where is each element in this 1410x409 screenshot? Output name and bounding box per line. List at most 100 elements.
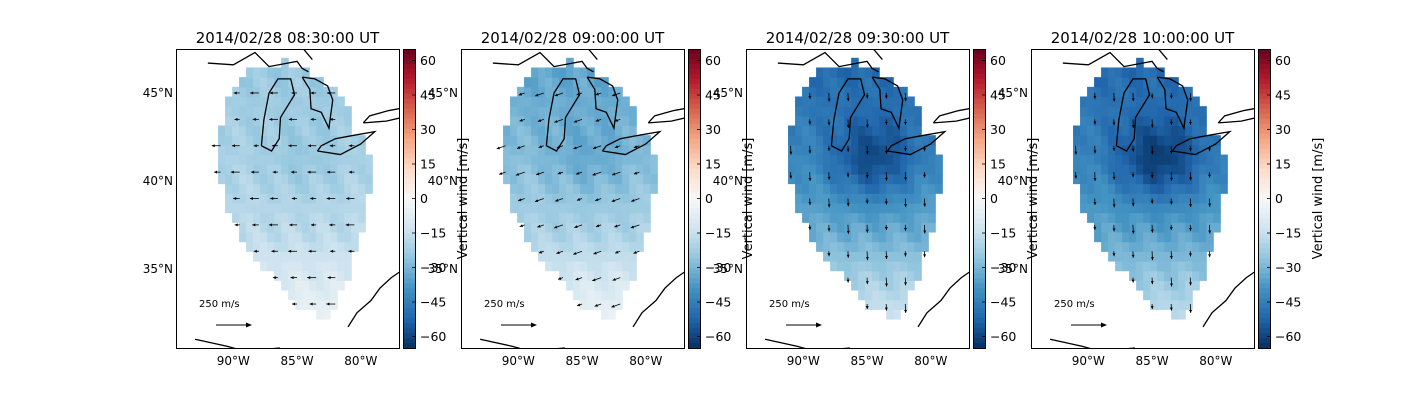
heatmap-cell [1220,154,1228,165]
heatmap-cell [1185,106,1193,117]
heatmap-cell [823,212,831,223]
wind-vector-head [1189,98,1193,102]
heatmap-cell [337,173,345,185]
heatmap-cell [281,86,289,98]
wind-vector-head [1208,203,1212,207]
heatmap-cell [552,154,560,165]
wind-vector-head [1150,281,1154,285]
colorbar-segment [973,228,985,234]
heatmap-cell [914,106,922,117]
wind-vector-head [310,197,314,200]
coastline [632,271,684,328]
heatmap-cell [1213,173,1221,185]
heatmap-cell [323,270,331,281]
heatmap-cell [650,183,658,194]
heatmap-cell [1157,193,1165,204]
heatmap-cell [1178,231,1186,243]
colorbar-segment [403,133,415,140]
coastline [1049,338,1136,348]
heatmap-cell [872,260,880,272]
map-frame [746,49,970,349]
heatmap-cell [1164,115,1172,127]
heatmap-cell [281,212,289,223]
heatmap-cell [344,125,352,136]
heatmap-cell [1199,270,1207,281]
scale-vector-label: 250 m/s [769,299,810,310]
heatmap-cell [650,173,658,185]
colorbar-segment [688,228,700,234]
heatmap-cell [253,164,261,175]
coastlines [764,49,969,348]
heatmap-cell [545,86,553,98]
heatmap-cell [330,125,338,136]
colorbar-segment [973,113,985,120]
heatmap-cell [559,270,567,281]
heatmap-cell [809,96,817,107]
heatmap-cell [879,251,887,262]
heatmap-cell [872,212,880,223]
colorbar-segment [973,218,985,224]
heatmap-cell [844,67,852,78]
heatmap-cell [1206,183,1214,194]
heatmap-cell [274,241,282,252]
colorbar-segment [1258,88,1270,95]
heatmap-cell [615,164,623,175]
heatmap-cell [1087,164,1095,175]
heatmap-cell [580,154,588,165]
wind-vector-head [1150,200,1154,204]
heatmap-cell [531,106,539,117]
heatmap-cell [239,202,247,214]
colorbar-tick-label: −45 [990,295,1016,310]
heatmap-cell [566,260,574,272]
heatmap-cell [594,183,602,194]
lon-tick-label: 80°W [344,354,377,368]
heatmap-cell [288,251,296,262]
heatmap-cell [1080,154,1088,165]
heatmap-cell [316,115,324,127]
heatmap-cell [1108,231,1116,243]
colorbar-segment [688,323,700,329]
wind-vector-head [329,117,333,121]
heatmap-cell [1206,135,1214,146]
colorbar-segment [403,103,415,110]
heatmap-cell [1094,183,1102,194]
colorbar-segment [973,108,985,115]
heatmap-cell [302,135,310,146]
heatmap-cell [837,222,845,233]
wind-vector-head [1150,124,1154,128]
heatmap-cell [1213,202,1221,214]
heatmap-cell [851,86,859,98]
heatmap-cell [580,67,588,78]
heatmap-cell [587,96,595,107]
heatmap-cell [302,86,310,98]
wind-vector-head [288,144,292,148]
heatmap-cell [914,202,922,214]
heatmap-cell [309,173,317,185]
heatmap-cell [1192,270,1200,281]
heatmap-cell [524,231,532,243]
heatmap-cell [580,86,588,98]
colorbar-segment [403,228,415,234]
heatmap-cell [545,231,553,243]
heatmap-cell [239,193,247,204]
wind-vector-head [884,121,888,125]
heatmap-cell [344,260,352,272]
heatmap-cell [253,86,261,98]
wind-vector-head [923,203,927,207]
heatmap-cell [1220,173,1228,185]
heatmap-cell [295,202,303,214]
heatmap-cell [872,125,880,136]
heatmap-cell [344,173,352,185]
heatmap-cell [232,202,240,214]
heatmap-cell [629,202,637,214]
heatmap-cell [1101,202,1109,214]
wind-vector-head [1208,148,1212,152]
heatmap-cell [573,231,581,243]
heatmap-cell [267,251,275,262]
heatmap-cell [1150,164,1158,175]
heatmap-cell [260,251,268,262]
heatmap-cell [629,212,637,223]
heatmap-cell [1101,173,1109,185]
heatmap-cell [1143,289,1151,301]
